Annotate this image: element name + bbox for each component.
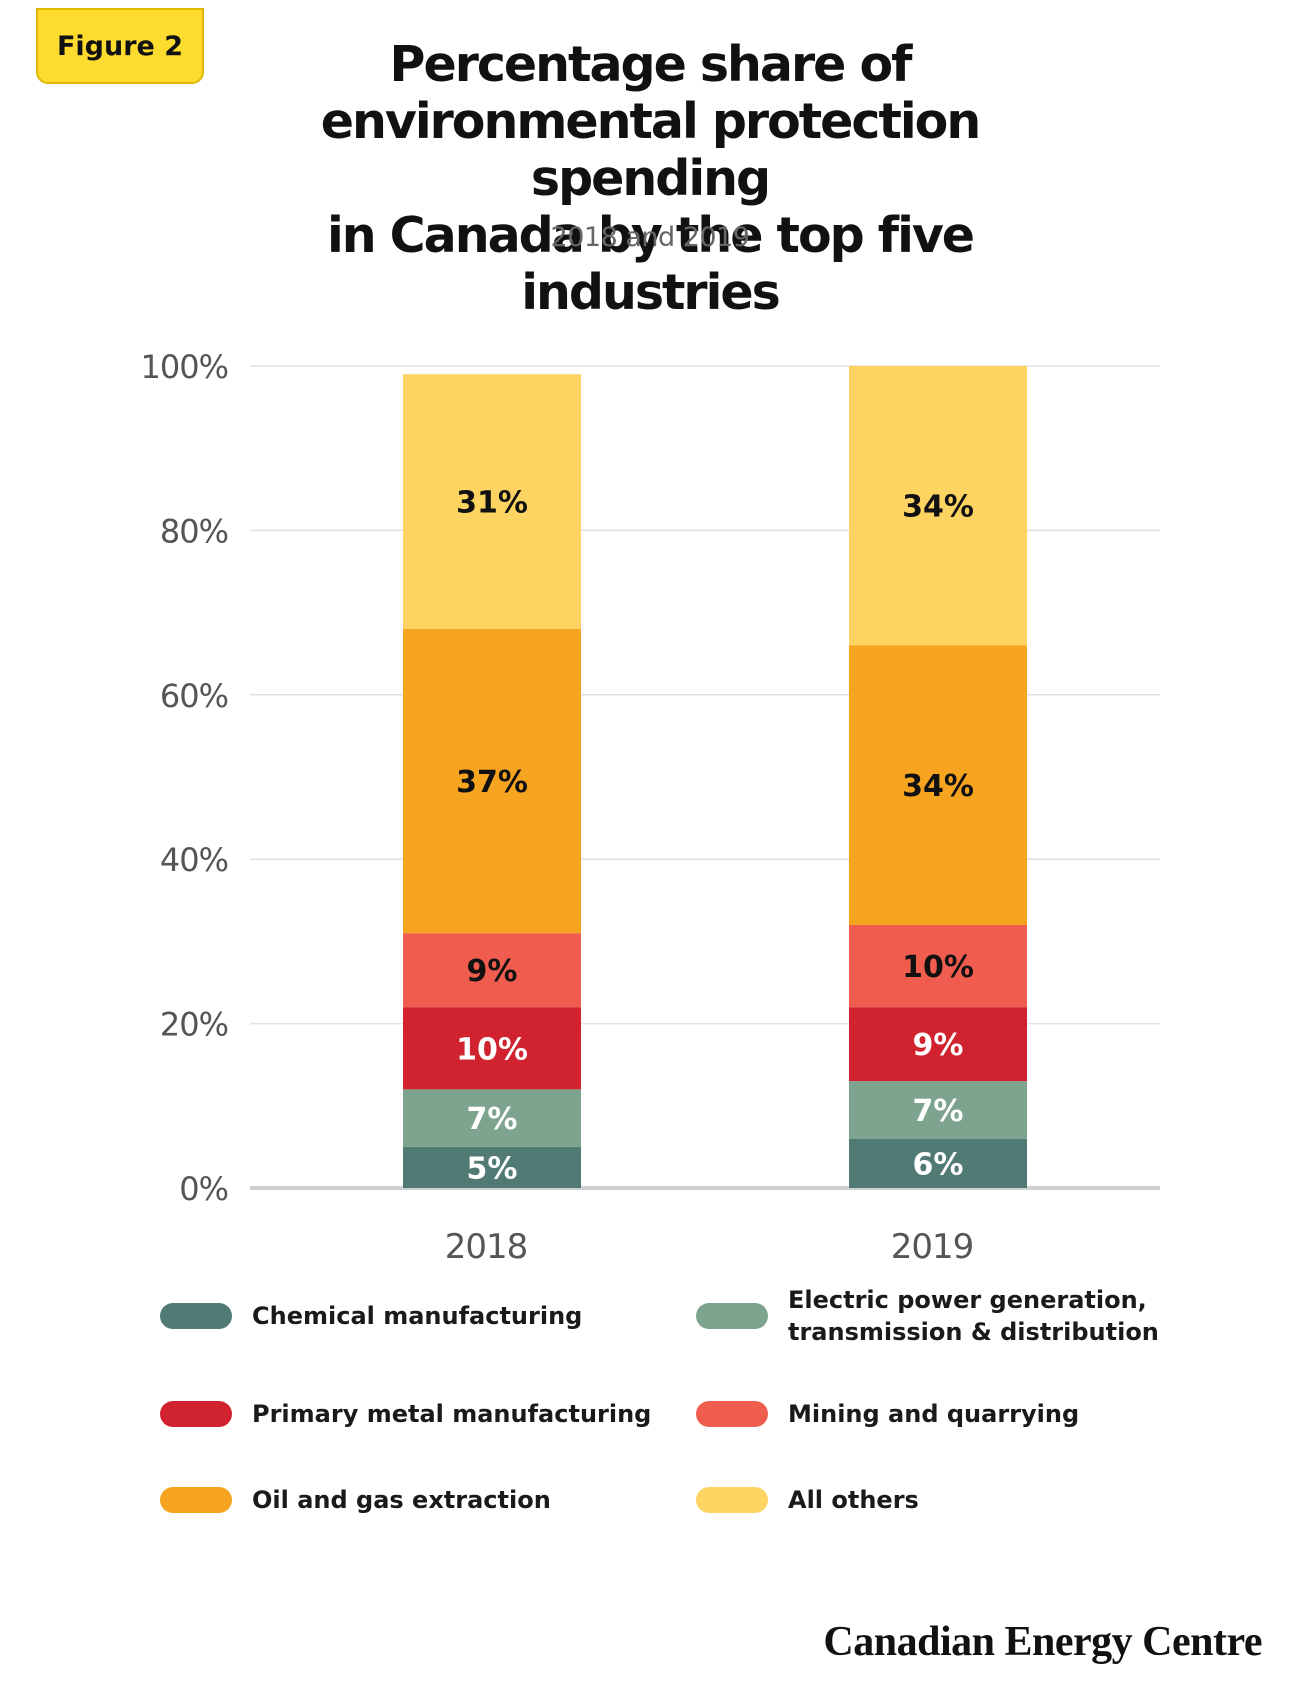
- y-tick-label: 40%: [160, 841, 228, 879]
- bar-segment-2018-4: [403, 629, 581, 934]
- y-tick-label: 80%: [160, 512, 228, 550]
- legend-item: Primary metal manufacturing: [160, 1398, 651, 1430]
- data-label: 7%: [467, 1102, 518, 1137]
- bar-segment-2018-5: [403, 374, 581, 630]
- legend-swatch: [696, 1401, 768, 1427]
- chart-title-line-1: Percentage share of: [389, 36, 913, 93]
- bar-segment-2019-3: [849, 924, 1027, 1008]
- figure-badge: Figure 2: [36, 8, 204, 84]
- y-tick-label: 0%: [179, 1170, 228, 1208]
- legend-swatch: [696, 1487, 768, 1513]
- bar-segment-2018-2: [403, 1007, 581, 1090]
- legend-label: Mining and quarrying: [788, 1400, 1080, 1428]
- legend-swatch: [160, 1401, 232, 1427]
- data-label: 9%: [913, 1028, 964, 1063]
- y-tick-label: 60%: [160, 677, 228, 715]
- data-label: 6%: [913, 1147, 964, 1182]
- data-label: 37%: [456, 765, 528, 800]
- x-tick-label: 2019: [891, 1227, 974, 1267]
- data-label: 10%: [456, 1032, 528, 1067]
- bar-segment-2019-4: [849, 645, 1027, 925]
- chart-title: Percentage share of environmental protec…: [200, 36, 1100, 321]
- legend-label: Electric power generation, transmission …: [788, 1286, 1159, 1346]
- stacked-bar-chart: 0% 20% 40% 60% 80% 100% 5% 7% 10% 9% 37% 31% 2018 6% 7…: [141, 348, 1160, 1267]
- bar-segment-2018-1: [403, 1089, 581, 1147]
- legend-item: Oil and gas extraction: [160, 1484, 551, 1516]
- legend-item: Electric power generation, transmission …: [696, 1284, 1159, 1348]
- bar-segment-2019-5: [849, 366, 1027, 646]
- legend-label: Chemical manufacturing: [252, 1302, 583, 1330]
- legend-label: Primary metal manufacturing: [252, 1400, 652, 1428]
- bar-segment-2019-2: [849, 1007, 1027, 1082]
- data-label: 5%: [467, 1151, 518, 1186]
- legend-item: All others: [696, 1484, 919, 1516]
- data-label: 7%: [913, 1094, 964, 1129]
- legend-label: All others: [788, 1486, 919, 1514]
- x-tick-label: 2018: [445, 1227, 528, 1267]
- bar-segment-2019-0: [849, 1138, 1027, 1188]
- brand-logo-text: Canadian Energy Centre: [823, 1619, 1262, 1665]
- legend-item: Chemical manufacturing: [160, 1300, 582, 1332]
- legend-swatch: [160, 1487, 232, 1513]
- chart-subtitle: 2018 and 2019: [550, 222, 750, 253]
- legend-item: Mining and quarrying: [696, 1398, 1079, 1430]
- data-label: 34%: [902, 769, 974, 804]
- data-label: 34%: [902, 490, 974, 525]
- chart-title-line-3: in Canada by the top five industries: [326, 207, 975, 321]
- data-label: 31%: [456, 486, 528, 521]
- y-tick-label: 100%: [141, 348, 228, 386]
- data-label: 9%: [467, 954, 518, 989]
- bar-segment-2018-0: [403, 1146, 581, 1188]
- bar-segment-2019-1: [849, 1081, 1027, 1139]
- y-tick-label: 20%: [160, 1006, 228, 1044]
- figure-label: Figure 2: [56, 30, 184, 62]
- bar-segment-2018-3: [403, 933, 581, 1008]
- data-label: 10%: [902, 950, 974, 985]
- legend-label: Oil and gas extraction: [252, 1486, 551, 1514]
- legend-swatch: [160, 1303, 232, 1329]
- chart-title-line-2: environmental protection spending: [320, 93, 981, 207]
- legend-swatch: [696, 1303, 768, 1329]
